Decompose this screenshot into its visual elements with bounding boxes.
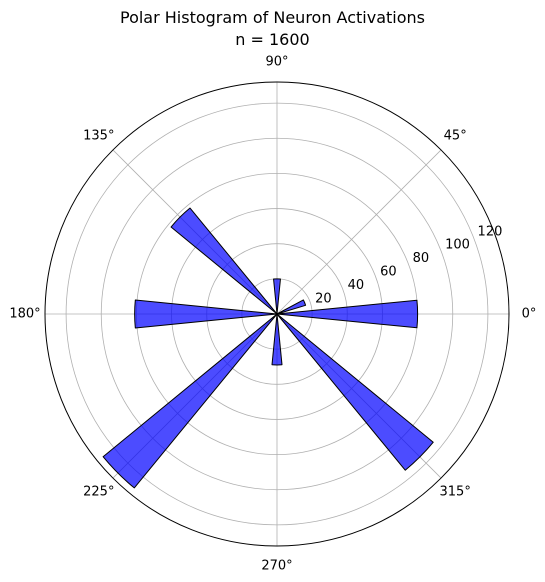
histogram-bar [170,207,278,315]
histogram-bar [276,299,307,315]
histogram-bar [276,313,434,471]
radial-tick-label: 120 [478,224,503,239]
histogram-bar [276,299,419,329]
histogram-bar [134,299,278,329]
chart-title: Polar Histogram of Neuron Activations [119,8,425,27]
polar-frame [44,81,510,547]
angular-gridline [276,149,442,315]
radial-tick-label: 80 [413,251,430,266]
angle-tick-label: 315° [440,485,471,500]
chart-subtitle: n = 1600 [235,30,310,49]
angle-tick-label: 270° [261,559,292,574]
angle-tick-label: 45° [444,128,467,143]
angle-tick-label: 90° [265,55,288,70]
histogram-bar [102,313,278,489]
radial-tick-label: 100 [445,238,470,253]
radial-tick-label: 20 [315,292,332,307]
angle-tick-label: 135° [83,128,114,143]
radial-tick-label: 60 [380,265,397,280]
angle-tick-label: 225° [83,485,114,500]
histogram-bar [271,313,283,366]
angle-tick-label: 180° [9,307,40,322]
radial-tick-label: 40 [348,278,365,293]
histogram-bar [273,278,281,315]
angle-tick-label: 0° [522,307,537,322]
